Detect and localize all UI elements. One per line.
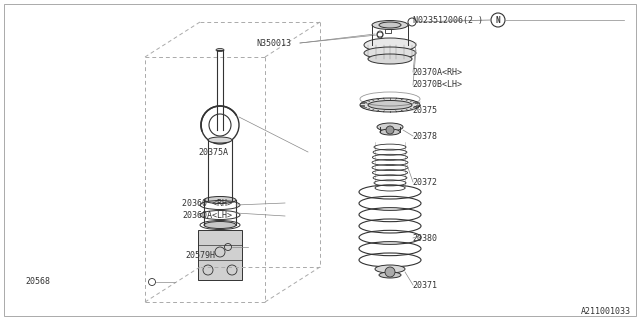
Text: 20378: 20378 (413, 132, 438, 140)
Ellipse shape (204, 221, 236, 228)
Ellipse shape (208, 197, 232, 203)
Text: 20360 <RH>: 20360 <RH> (182, 199, 232, 208)
Text: 20371: 20371 (413, 281, 438, 290)
Text: 20360A<LH>: 20360A<LH> (182, 212, 232, 220)
Circle shape (385, 267, 395, 277)
Bar (198, 230, 242, 280)
Ellipse shape (372, 20, 408, 29)
Text: 20372: 20372 (413, 178, 438, 187)
Text: 20375: 20375 (413, 106, 438, 115)
Ellipse shape (375, 265, 405, 273)
Ellipse shape (379, 22, 401, 28)
Text: N350013: N350013 (256, 39, 291, 48)
Text: 20568: 20568 (26, 277, 51, 286)
Ellipse shape (380, 129, 400, 135)
Ellipse shape (364, 47, 416, 59)
Ellipse shape (216, 49, 224, 52)
Text: A211001033: A211001033 (580, 308, 630, 316)
Text: 20370A<RH>: 20370A<RH> (413, 68, 463, 76)
Bar (385, 27, 391, 33)
Ellipse shape (364, 38, 416, 52)
Text: 20370B<LH>: 20370B<LH> (413, 80, 463, 89)
Text: N: N (496, 15, 500, 25)
Text: N023512006(2 ): N023512006(2 ) (413, 16, 483, 25)
Ellipse shape (204, 196, 236, 204)
Text: 20380: 20380 (413, 234, 438, 243)
Ellipse shape (368, 100, 412, 109)
Ellipse shape (360, 98, 420, 112)
Circle shape (386, 126, 394, 134)
Ellipse shape (208, 137, 232, 143)
Ellipse shape (368, 54, 412, 64)
Text: 20579H: 20579H (186, 252, 216, 260)
Text: 20375A: 20375A (198, 148, 228, 156)
Ellipse shape (379, 272, 401, 278)
Ellipse shape (377, 123, 403, 131)
